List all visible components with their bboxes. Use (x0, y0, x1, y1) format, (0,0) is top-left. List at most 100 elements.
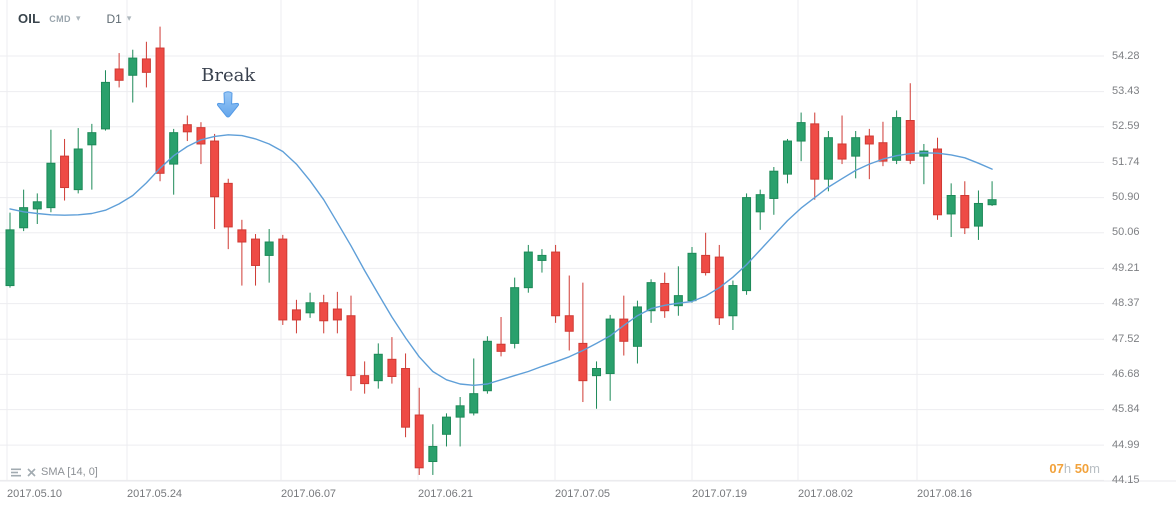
candle (728, 285, 738, 317)
candle (823, 137, 833, 180)
x-axis-label: 2017.06.07 (281, 488, 337, 500)
candle (987, 199, 997, 206)
candle (46, 162, 56, 209)
candle (878, 142, 888, 162)
candle (523, 251, 533, 289)
candle (810, 123, 820, 180)
timeframe-label: D1 (106, 11, 122, 26)
candle (401, 368, 411, 428)
indicator-row: SMA [14, 0] (10, 466, 98, 478)
chevron-down-icon: ▾ (75, 13, 81, 23)
candle (182, 124, 192, 133)
y-axis-label: 51.74 (1112, 155, 1140, 168)
candle (646, 282, 656, 312)
candle (864, 135, 874, 145)
candle (769, 170, 779, 199)
candle (496, 343, 506, 352)
candle (237, 229, 247, 243)
timer-hours-unit: h (1063, 461, 1072, 476)
candle (946, 195, 956, 215)
candle (414, 414, 424, 469)
y-axis-label: 46.68 (1112, 367, 1140, 380)
candle (673, 295, 683, 307)
y-axis-label: 45.84 (1112, 403, 1140, 416)
candle (755, 194, 765, 213)
candle (469, 393, 479, 414)
x-axis-label: 2017.08.16 (917, 488, 973, 500)
x-axis-label: 2017.06.21 (418, 488, 474, 500)
candle (373, 353, 383, 382)
market-label: CMD (49, 13, 71, 24)
x-axis-label: 2017.05.10 (7, 488, 63, 500)
candle (60, 155, 70, 189)
candle (441, 416, 451, 435)
candle (455, 405, 465, 418)
candle (251, 238, 261, 266)
symbol-label: OIL (18, 11, 41, 26)
candle (837, 143, 847, 160)
candle (701, 254, 711, 274)
candle (100, 81, 110, 130)
candle (782, 140, 792, 175)
candle (169, 132, 179, 165)
candle (278, 238, 288, 321)
y-axis-label: 50.90 (1112, 191, 1140, 204)
candle (319, 302, 329, 322)
candle (128, 57, 138, 76)
timer-minutes-unit: m (1089, 461, 1100, 476)
candle (305, 302, 315, 314)
indicator-label: SMA [14, 0] (41, 466, 98, 478)
candle (210, 140, 220, 198)
y-axis-label: 54.28 (1112, 49, 1140, 62)
chevron-down-icon: ▾ (126, 13, 132, 23)
candle (346, 315, 356, 377)
candle (5, 229, 15, 287)
x-axis-label: 2017.07.05 (555, 488, 611, 500)
instrument-header: OIL CMD ▾ D1 ▾ (18, 11, 131, 26)
y-axis-label: 53.43 (1112, 85, 1140, 98)
candle (482, 340, 492, 392)
sma-line (9, 134, 993, 386)
x-axis-label: 2017.07.19 (692, 488, 748, 500)
candle (196, 127, 206, 145)
candle (360, 375, 370, 385)
candle (264, 241, 274, 256)
y-axis-label: 44.15 (1112, 473, 1140, 486)
candle (619, 318, 629, 342)
candle (960, 195, 970, 229)
candle (87, 132, 97, 146)
candle (605, 318, 615, 375)
timer-hours: 07 (1049, 461, 1064, 476)
candle (155, 47, 165, 174)
candle (32, 201, 42, 210)
session-countdown: 07h 50m (1049, 461, 1100, 476)
timer-minutes: 50 (1074, 461, 1090, 476)
candle (19, 207, 29, 229)
y-axis-label: 44.99 (1112, 438, 1140, 451)
candle (141, 58, 151, 73)
market-selector[interactable]: CMD ▾ (49, 14, 80, 24)
indicator-remove-icon[interactable] (27, 467, 36, 477)
candle (564, 315, 574, 332)
candle (742, 197, 752, 292)
candle (796, 122, 806, 142)
candle (223, 182, 233, 228)
candle (933, 148, 943, 216)
candle (291, 309, 301, 321)
y-axis-label: 49.21 (1112, 261, 1140, 274)
x-axis-label: 2017.08.02 (798, 488, 854, 500)
y-axis-label: 50.06 (1112, 226, 1140, 239)
candle (632, 306, 642, 347)
timeframe-selector[interactable]: D1 ▾ (107, 12, 132, 26)
candle (851, 137, 861, 157)
candle (73, 148, 83, 191)
candle (510, 287, 520, 344)
candle (973, 202, 983, 227)
candle (660, 282, 670, 312)
candle (687, 252, 697, 302)
y-axis-label: 47.52 (1112, 332, 1140, 345)
indicator-settings-icon[interactable] (10, 467, 23, 478)
candle (592, 368, 602, 377)
